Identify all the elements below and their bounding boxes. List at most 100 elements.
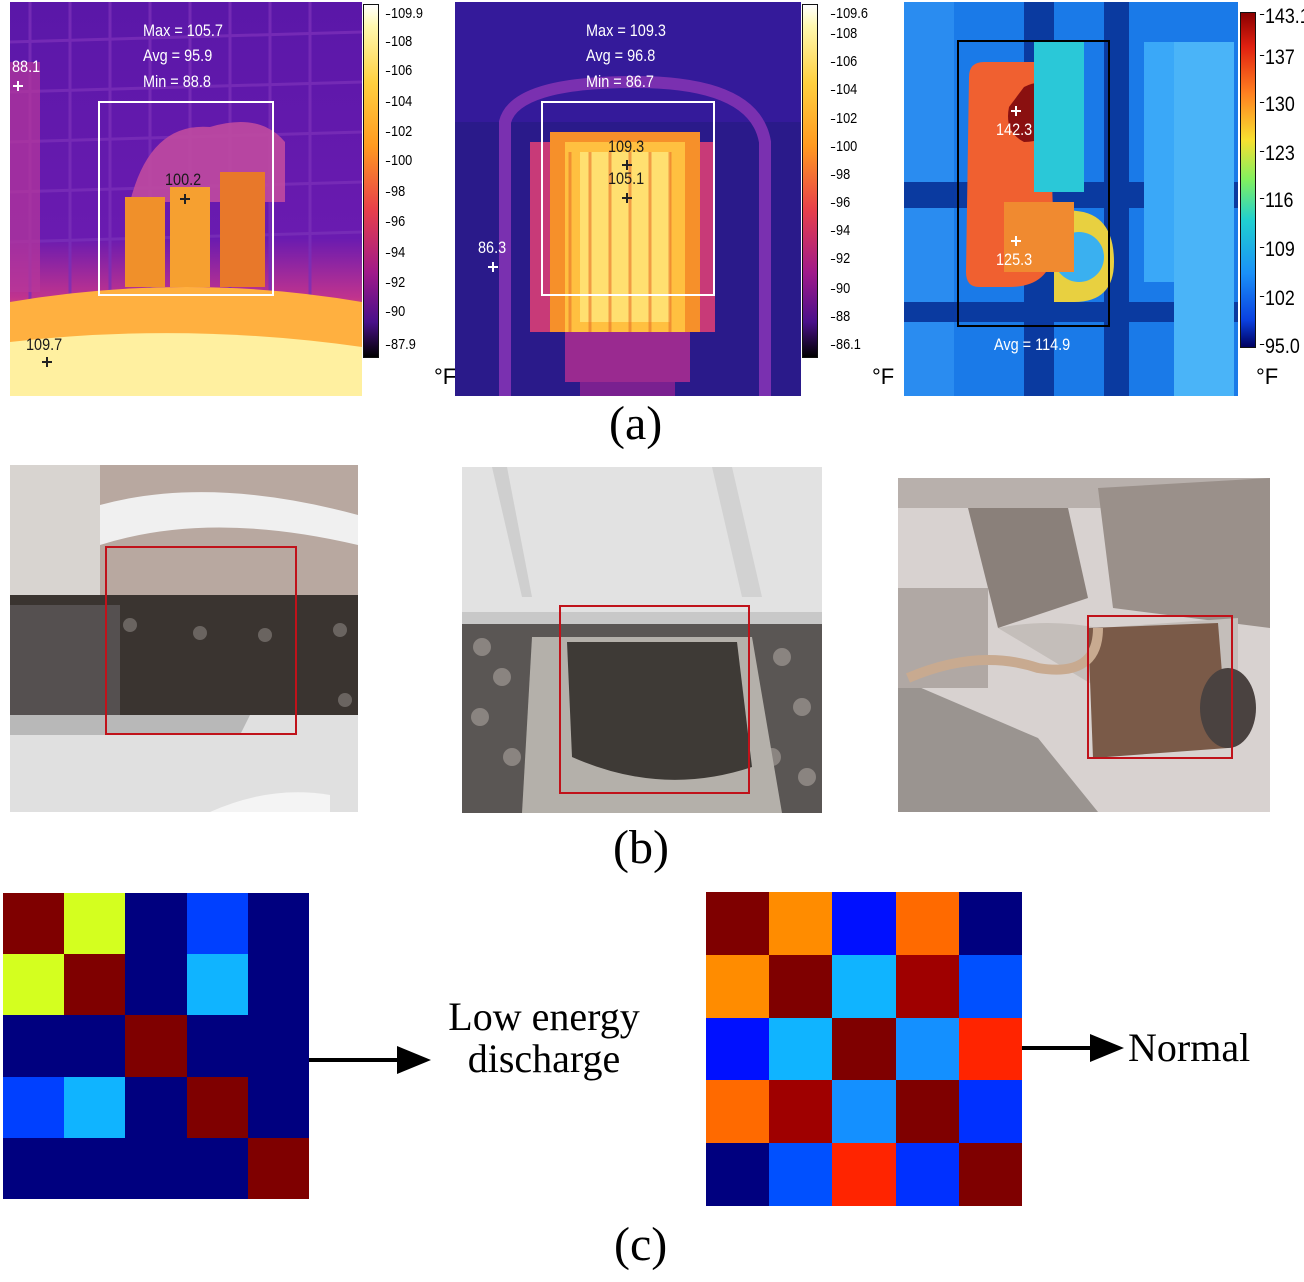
thermal-3-avg: Avg = 114.9 <box>994 335 1071 354</box>
thermal-2-tick: 96 <box>830 194 851 211</box>
thermal-image-2-art <box>455 2 801 396</box>
thermal-2-crosshair-top <box>622 160 632 170</box>
thermal-1-max: Max = 105.7 <box>143 21 223 40</box>
matrix-cell <box>895 892 959 955</box>
label-low-energy-discharge: Low energy discharge <box>414 996 674 1080</box>
thermal-2-tick: 108 <box>830 25 858 42</box>
matrix-cell <box>64 1076 126 1138</box>
matrix-cell <box>186 893 248 955</box>
thermal-2-tick: 88 <box>830 308 851 325</box>
thermal-3-tick: 116 <box>1259 189 1294 212</box>
matrix-cell <box>895 1143 959 1206</box>
thermal-3-unit: °F <box>1256 364 1279 389</box>
thermal-1-unit: °F <box>434 364 457 389</box>
thermal-2-avg: Avg = 96.8 <box>586 46 656 65</box>
thermal-1-crosshair-center <box>180 194 190 204</box>
thermal-2-tick: 104 <box>830 81 858 98</box>
matrix-cell <box>247 1015 309 1077</box>
thermal-1-tick: 92 <box>385 274 406 291</box>
matrix-cell <box>64 893 126 955</box>
thermal-3-tick: 102 <box>1259 287 1295 310</box>
photo-3-art <box>898 478 1270 812</box>
matrix-cell <box>832 1080 896 1144</box>
thermal-3-spot-top: 142.3 <box>996 120 1033 139</box>
thermal-image-3 <box>904 2 1238 396</box>
matrix-cell <box>895 1080 959 1144</box>
thermal-3-tick: 143.1 <box>1259 6 1304 27</box>
arrow-normal <box>1022 1034 1124 1062</box>
matrix-cell <box>125 1015 187 1077</box>
matrix-low-energy-discharge <box>3 893 309 1199</box>
matrix-cell <box>895 954 959 1018</box>
matrix-cell <box>706 1017 770 1081</box>
thermal-1-colorbar <box>363 4 379 358</box>
matrix-cell <box>64 954 126 1016</box>
label-low-energy-line2: discharge <box>467 1036 621 1081</box>
matrix-cell <box>832 892 896 955</box>
thermal-1-tick: 104 <box>385 93 413 110</box>
matrix-cell <box>706 1080 770 1144</box>
thermal-2-spot-top: 109.3 <box>608 137 645 156</box>
thermal-3-roi-box <box>957 40 1110 327</box>
matrix-cell <box>186 1137 248 1199</box>
photo-1 <box>10 465 358 812</box>
thermal-2-crosshair-mid <box>622 193 632 203</box>
thermal-1-tick: 109.9 <box>385 5 423 22</box>
matrix-cell <box>125 1137 187 1199</box>
thermal-2-tick: 109.6 <box>830 5 868 22</box>
thermal-1-tick: 98 <box>385 183 406 200</box>
matrix-cell <box>706 1143 770 1206</box>
photo-3-fault-box <box>1087 615 1233 759</box>
matrix-cell <box>832 1017 896 1081</box>
matrix-cell <box>125 1076 187 1138</box>
thermal-1-min: Min = 88.8 <box>143 72 211 91</box>
thermal-1-tick: 87.9 <box>385 336 416 353</box>
thermal-2-tick: 106 <box>830 53 858 70</box>
matrix-cell <box>3 1076 65 1138</box>
thermal-1-tick: 100 <box>385 152 413 169</box>
thermal-2-tick: 102 <box>830 110 858 127</box>
panel-label-c: (c) <box>614 1218 668 1271</box>
thermal-2-tick: 92 <box>830 250 851 267</box>
thermal-2-tick: 86.1 <box>830 336 861 353</box>
photo-2-fault-box <box>559 605 750 794</box>
thermal-image-2 <box>455 2 801 396</box>
matrix-cell <box>125 893 187 955</box>
matrix-cell <box>769 954 833 1018</box>
matrix-cell <box>3 1137 65 1199</box>
thermal-1-tick: 106 <box>385 62 413 79</box>
thermal-1-tick: 108 <box>385 33 413 50</box>
photo-3 <box>898 478 1270 812</box>
matrix-cell <box>832 1143 896 1206</box>
label-low-energy-line1: Low energy <box>448 994 640 1039</box>
matrix-cell <box>769 1017 833 1081</box>
thermal-2-tick: 100 <box>830 138 858 155</box>
matrix-cell <box>769 1143 833 1206</box>
photo-2-art <box>462 467 822 813</box>
thermal-2-roi-box <box>541 101 715 296</box>
thermal-1-tick: 90 <box>385 303 406 320</box>
thermal-1-tick: 94 <box>385 244 406 261</box>
thermal-2-unit: °F <box>872 364 895 389</box>
thermal-2-tick: 90 <box>830 280 851 297</box>
thermal-3-spot-bottom: 125.3 <box>996 250 1033 269</box>
thermal-3-colorbar <box>1240 12 1256 348</box>
thermal-1-avg: Avg = 95.9 <box>143 46 213 65</box>
thermal-image-1 <box>10 2 362 396</box>
panel-label-b: (b) <box>613 821 669 874</box>
matrix-cell <box>247 893 309 955</box>
matrix-cell <box>186 1076 248 1138</box>
matrix-cell <box>769 892 833 955</box>
matrix-cell <box>958 892 1022 955</box>
thermal-1-roi-box <box>98 101 274 296</box>
thermal-3-tick: 137 <box>1259 46 1295 69</box>
matrix-cell <box>958 1143 1022 1206</box>
thermal-3-crosshair-top <box>1011 106 1021 116</box>
thermal-2-colorbar <box>802 4 818 358</box>
matrix-cell <box>64 1137 126 1199</box>
matrix-cell <box>958 1017 1022 1081</box>
matrix-normal <box>706 892 1022 1206</box>
thermal-2-tick: 98 <box>830 166 851 183</box>
matrix-cell <box>3 954 65 1016</box>
thermal-1-crosshair-bottom <box>42 357 52 367</box>
